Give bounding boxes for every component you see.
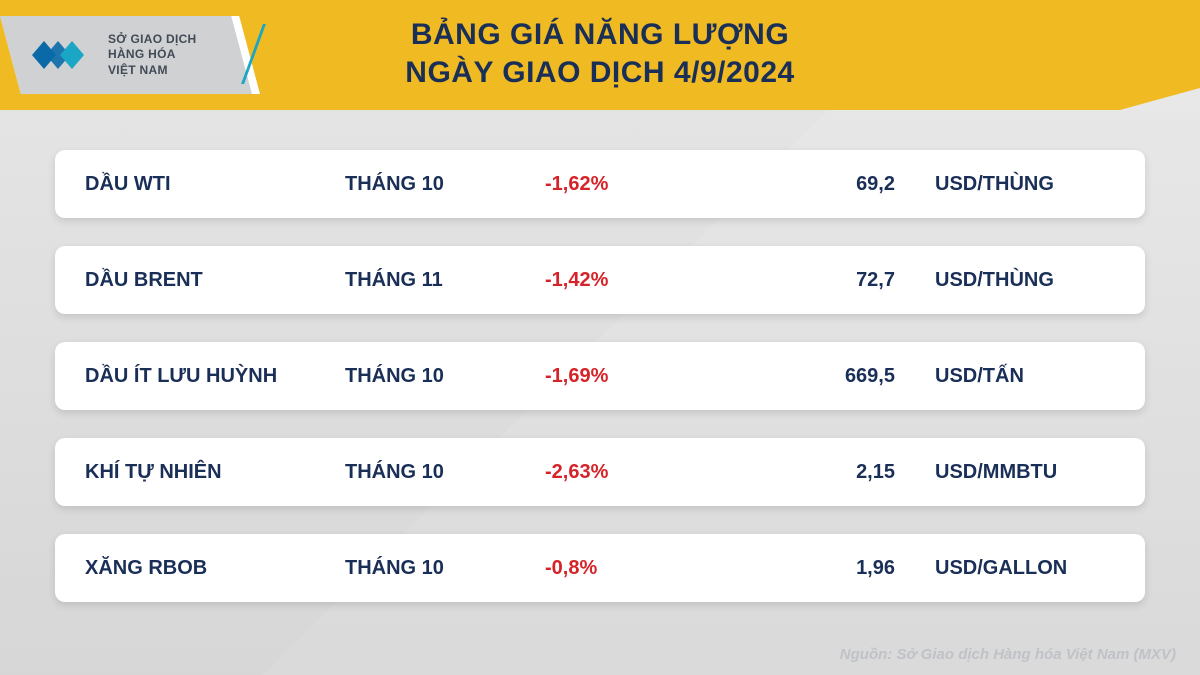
table-row: KHÍ TỰ NHIÊNTHÁNG 10-2,63%2,15USD/MMBTU (55, 438, 1145, 506)
pct-change: -1,69% (545, 365, 745, 388)
source-credit: Nguồn: Sở Giao dịch Hàng hóa Việt Nam (M… (840, 646, 1176, 663)
price-value: 669,5 (745, 365, 935, 388)
commodity-name: KHÍ TỰ NHIÊN (85, 461, 345, 484)
pct-change: -1,42% (545, 269, 745, 292)
commodity-name: DẦU WTI (85, 173, 345, 196)
table-row: DẦU ÍT LƯU HUỲNHTHÁNG 10-1,69%669,5USD/T… (55, 342, 1145, 410)
org-line-3: VIỆT NAM (108, 63, 197, 79)
org-name: SỞ GIAO DỊCH HÀNG HÓA VIỆT NAM (108, 32, 197, 79)
table-row: XĂNG RBOBTHÁNG 10-0,8%1,96USD/GALLON (55, 534, 1145, 602)
contract-month: THÁNG 11 (345, 269, 545, 292)
org-line-2: HÀNG HÓA (108, 47, 197, 63)
price-table: DẦU WTITHÁNG 10-1,62%69,2USD/THÙNGDẦU BR… (55, 150, 1145, 602)
commodity-name: DẦU BRENT (85, 269, 345, 292)
table-row: DẦU WTITHÁNG 10-1,62%69,2USD/THÙNG (55, 150, 1145, 218)
price-unit: USD/MMBTU (935, 461, 1115, 484)
contract-month: THÁNG 10 (345, 365, 545, 388)
pct-change: -1,62% (545, 173, 745, 196)
org-line-1: SỞ GIAO DỊCH (108, 32, 197, 48)
commodity-name: XĂNG RBOB (85, 557, 345, 580)
price-unit: USD/THÙNG (935, 269, 1115, 292)
price-unit: USD/GALLON (935, 557, 1115, 580)
chevrons-icon (26, 33, 96, 77)
contract-month: THÁNG 10 (345, 461, 545, 484)
price-unit: USD/THÙNG (935, 173, 1115, 196)
pct-change: -2,63% (545, 461, 745, 484)
table-row: DẦU BRENTTHÁNG 11-1,42%72,7USD/THÙNG (55, 246, 1145, 314)
price-value: 1,96 (745, 557, 935, 580)
commodity-name: DẦU ÍT LƯU HUỲNH (85, 365, 345, 388)
contract-month: THÁNG 10 (345, 557, 545, 580)
price-value: 2,15 (745, 461, 935, 484)
price-value: 72,7 (745, 269, 935, 292)
price-unit: USD/TẤN (935, 365, 1115, 388)
price-value: 69,2 (745, 173, 935, 196)
org-logo-badge: SỞ GIAO DỊCH HÀNG HÓA VIỆT NAM (0, 16, 260, 94)
contract-month: THÁNG 10 (345, 173, 545, 196)
pct-change: -0,8% (545, 557, 745, 580)
